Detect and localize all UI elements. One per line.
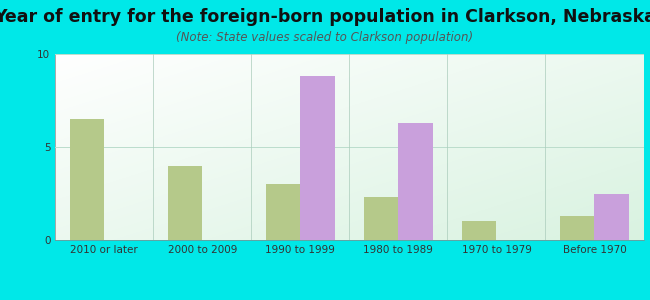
Bar	[364, 197, 398, 240]
Bar	[70, 119, 104, 240]
Bar	[560, 216, 595, 240]
Bar	[398, 123, 433, 240]
Bar	[595, 194, 629, 240]
Bar	[300, 76, 335, 240]
Text: (Note: State values scaled to Clarkson population): (Note: State values scaled to Clarkson p…	[176, 32, 474, 44]
Text: Year of entry for the foreign-born population in Clarkson, Nebraska: Year of entry for the foreign-born popul…	[0, 8, 650, 26]
Bar	[168, 166, 202, 240]
Bar	[266, 184, 300, 240]
Bar	[462, 221, 497, 240]
